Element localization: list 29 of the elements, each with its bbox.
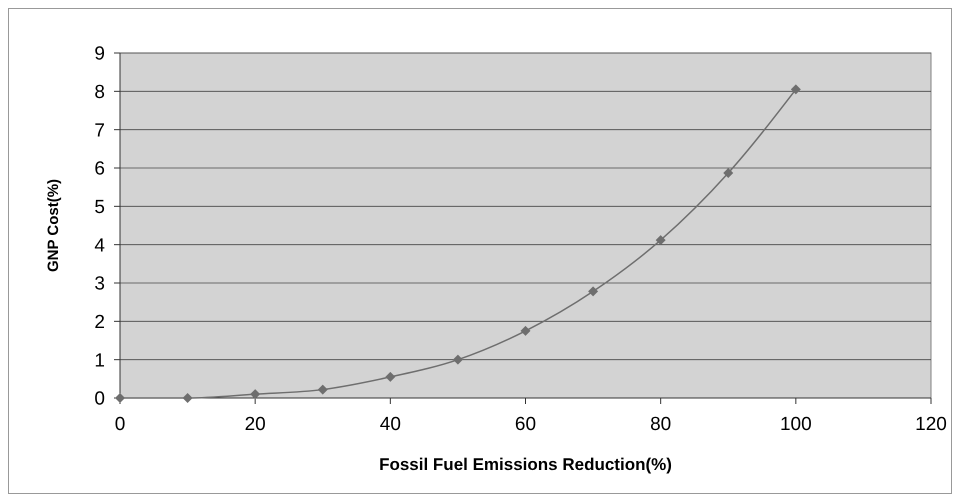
point — [656, 235, 666, 246]
x-axis-title: Fossil Fuel Emissions Reduction(%) — [379, 455, 672, 474]
point — [452, 354, 463, 365]
x-tick-label: 40 — [380, 414, 401, 435]
point — [588, 286, 598, 296]
y-tick-label: 7 — [94, 120, 105, 142]
y-tick-label: 9 — [94, 44, 105, 65]
point — [723, 168, 734, 178]
x-tick-label: 60 — [514, 414, 536, 435]
y-tick-label: 0 — [94, 388, 105, 410]
y-tick-label: 5 — [94, 196, 105, 218]
point — [182, 393, 193, 403]
y-tick-label: 6 — [94, 158, 105, 180]
x-tick-label: 0 — [114, 414, 126, 435]
point — [250, 389, 260, 400]
y-tick-label: 1 — [94, 350, 105, 372]
y-tick-label: 2 — [94, 312, 105, 333]
y-tick-label: 8 — [94, 82, 105, 103]
y-axis-title: GNP Cost(%) — [45, 178, 62, 272]
point — [520, 326, 530, 336]
y-tick-label: 3 — [94, 274, 105, 295]
x-tick-label: 120 — [915, 414, 947, 435]
point — [318, 384, 328, 395]
x-tick-label: 80 — [650, 414, 672, 435]
y-tick-label: 4 — [94, 235, 106, 256]
x-tick-label: 100 — [780, 414, 812, 435]
point — [790, 84, 801, 94]
point — [385, 372, 396, 382]
x-tick-label: 20 — [244, 414, 266, 435]
